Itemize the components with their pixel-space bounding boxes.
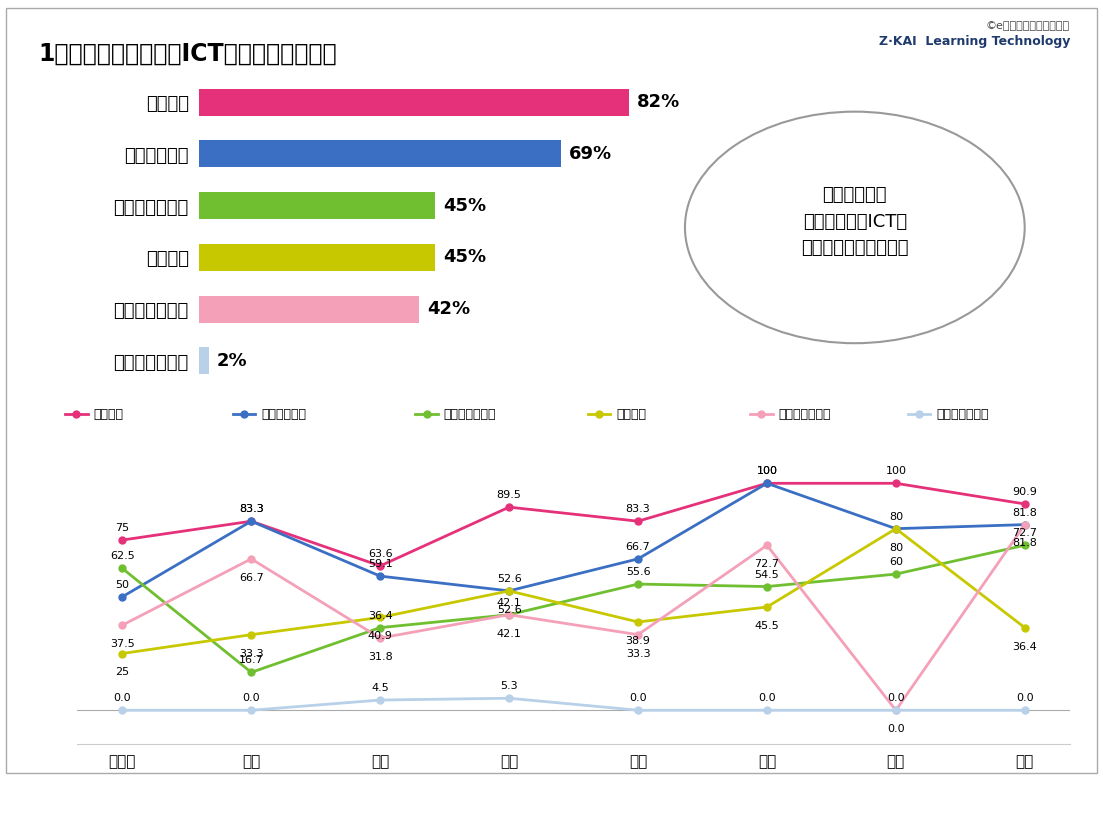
Bar bbox=[199, 141, 561, 167]
Text: 90.9: 90.9 bbox=[1013, 487, 1037, 497]
Text: 5.3: 5.3 bbox=[501, 681, 518, 691]
Text: 31.8: 31.8 bbox=[367, 652, 393, 662]
Text: 13: 13 bbox=[22, 791, 53, 811]
Bar bbox=[199, 88, 629, 116]
Text: 45.5: 45.5 bbox=[754, 621, 780, 631]
Text: パソコン: パソコン bbox=[94, 408, 124, 421]
Text: 52.6: 52.6 bbox=[496, 605, 522, 614]
Text: 83.3: 83.3 bbox=[239, 504, 264, 514]
Text: 54.5: 54.5 bbox=[754, 570, 780, 580]
Text: 0.0: 0.0 bbox=[1016, 693, 1034, 703]
Text: 63.6: 63.6 bbox=[368, 549, 393, 559]
Text: 59.1: 59.1 bbox=[367, 559, 393, 569]
Text: 80: 80 bbox=[889, 543, 903, 552]
Bar bbox=[199, 244, 435, 271]
Text: 0.0: 0.0 bbox=[629, 693, 646, 703]
Text: 33.3: 33.3 bbox=[239, 648, 264, 658]
Text: 0.0: 0.0 bbox=[758, 693, 775, 703]
Text: 1．主に導入しているICT（ハードウェア）: 1．主に導入しているICT（ハードウェア） bbox=[39, 41, 338, 66]
Text: 100: 100 bbox=[886, 466, 907, 476]
Text: 38.9: 38.9 bbox=[625, 636, 651, 646]
Text: 100: 100 bbox=[757, 466, 778, 476]
Text: 16.7: 16.7 bbox=[239, 656, 264, 666]
Text: 0.0: 0.0 bbox=[887, 724, 904, 734]
Text: 80: 80 bbox=[889, 512, 903, 522]
Text: 42%: 42% bbox=[427, 300, 470, 318]
Text: 75: 75 bbox=[116, 523, 129, 533]
Bar bbox=[199, 296, 419, 323]
Text: 62.5: 62.5 bbox=[110, 552, 135, 562]
Text: プロジェクタ: プロジェクタ bbox=[261, 408, 307, 421]
Text: 電子黒板: 電子黒板 bbox=[617, 408, 646, 421]
Text: 55.6: 55.6 bbox=[625, 567, 651, 577]
Text: 42.1: 42.1 bbox=[496, 598, 522, 608]
Text: 81.8: 81.8 bbox=[1013, 508, 1037, 518]
Text: 小中高におけるICT活用に関する意識調査報告書: 小中高におけるICT活用に関する意識調査報告書 bbox=[429, 792, 674, 810]
Text: 0.0: 0.0 bbox=[114, 693, 131, 703]
Text: 40.9: 40.9 bbox=[367, 631, 393, 641]
Text: デジタルテレビ: デジタルテレビ bbox=[779, 408, 832, 421]
Text: 83.3: 83.3 bbox=[625, 504, 651, 514]
Text: 4.5: 4.5 bbox=[372, 683, 389, 693]
Text: スマートフォン: スマートフォン bbox=[936, 408, 988, 421]
Text: 36.4: 36.4 bbox=[367, 610, 393, 621]
Text: 66.7: 66.7 bbox=[239, 573, 264, 583]
Text: 72.7: 72.7 bbox=[1013, 528, 1037, 538]
Text: 60: 60 bbox=[889, 557, 903, 567]
Text: 42.1: 42.1 bbox=[496, 629, 522, 638]
Text: 37.5: 37.5 bbox=[110, 639, 135, 649]
Text: 地域によって
導入しているICTに
微妙に差が見られる。: 地域によって 導入しているICTに 微妙に差が見られる。 bbox=[801, 186, 909, 257]
Text: 81.8: 81.8 bbox=[1013, 538, 1037, 548]
Text: 72.7: 72.7 bbox=[754, 559, 780, 569]
Text: 45%: 45% bbox=[442, 197, 486, 215]
Text: 66.7: 66.7 bbox=[625, 542, 651, 552]
Text: 52.6: 52.6 bbox=[496, 574, 522, 584]
Text: ©eラーニング戦略研究所: ©eラーニング戦略研究所 bbox=[986, 21, 1070, 31]
Text: 36.4: 36.4 bbox=[1013, 642, 1037, 652]
Text: 2%: 2% bbox=[217, 352, 247, 370]
Text: 0.0: 0.0 bbox=[887, 693, 904, 703]
Text: タブレット端末: タブレット端末 bbox=[443, 408, 496, 421]
Text: 50: 50 bbox=[116, 580, 129, 590]
Ellipse shape bbox=[685, 112, 1025, 343]
Text: 100: 100 bbox=[757, 466, 778, 476]
Text: 25: 25 bbox=[116, 667, 129, 677]
Text: 69%: 69% bbox=[569, 145, 612, 163]
Text: 83.3: 83.3 bbox=[239, 504, 264, 514]
Bar bbox=[199, 347, 210, 375]
Text: 89.5: 89.5 bbox=[496, 490, 522, 500]
Text: Z·KAI  Learning Technology: Z·KAI Learning Technology bbox=[878, 35, 1070, 48]
Text: 33.3: 33.3 bbox=[625, 648, 651, 658]
Text: 0.0: 0.0 bbox=[243, 693, 260, 703]
Bar bbox=[199, 192, 435, 219]
Text: 45%: 45% bbox=[442, 248, 486, 266]
Text: 82%: 82% bbox=[638, 93, 681, 111]
